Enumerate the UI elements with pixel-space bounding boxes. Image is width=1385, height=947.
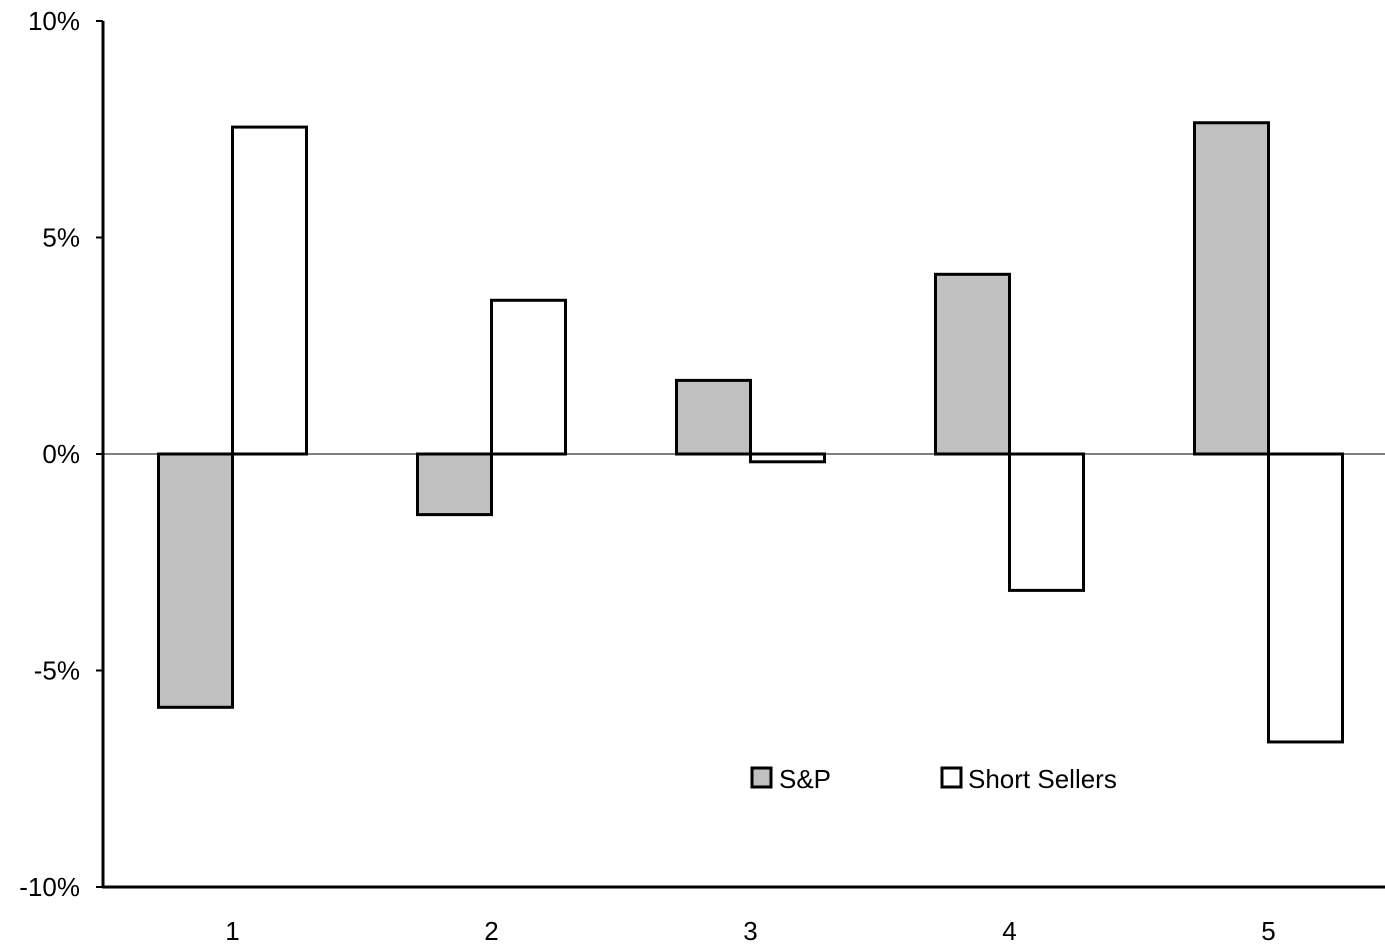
- y-tick-label: 10%: [28, 6, 80, 36]
- bar: [231, 125, 308, 456]
- bar: [490, 298, 567, 456]
- x-tick-label: 4: [1002, 916, 1016, 946]
- x-tick-label: 1: [225, 916, 239, 946]
- y-tick-label: -5%: [34, 656, 80, 686]
- bar: [1267, 452, 1344, 744]
- bar: [749, 452, 826, 464]
- y-tick-label: 0%: [42, 439, 80, 469]
- x-tick-label: 2: [484, 916, 498, 946]
- x-axis: 1 2 3 4 5: [225, 916, 1275, 946]
- bar: [1193, 121, 1270, 456]
- legend-label: S&P: [779, 764, 831, 794]
- x-tick-label: 3: [743, 916, 757, 946]
- legend-label: Short Sellers: [968, 764, 1117, 794]
- bar: [675, 378, 752, 456]
- y-axis: 10% 5% 0% -5% -10%: [19, 6, 103, 902]
- legend-swatch: [940, 766, 963, 789]
- x-tick-label: 5: [1261, 916, 1275, 946]
- y-tick-label: 5%: [42, 223, 80, 253]
- bar: [416, 452, 493, 517]
- y-tick-label: -10%: [19, 872, 80, 902]
- legend-swatch: [750, 766, 773, 789]
- bar: [1008, 452, 1085, 592]
- bar: [934, 272, 1011, 456]
- bars-layer: [157, 121, 1344, 744]
- bar: [157, 452, 234, 709]
- legend: S&P Short Sellers: [750, 764, 1117, 794]
